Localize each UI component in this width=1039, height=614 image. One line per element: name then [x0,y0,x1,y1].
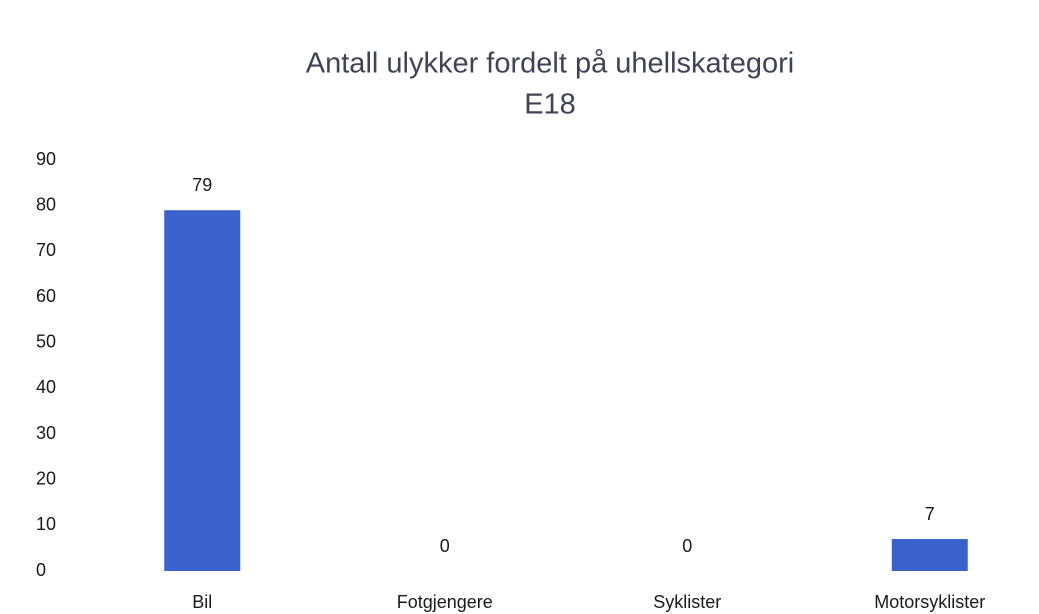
data-label: 79 [192,175,212,195]
y-tick-label: 90 [36,149,56,169]
y-tick-label: 20 [36,468,56,488]
y-tick-label: 10 [36,514,56,534]
chart-subtitle: E18 [524,89,576,121]
bar [164,210,241,571]
y-tick-label: 30 [36,423,56,443]
x-tick-label: Fotgjengere [397,592,493,612]
data-label: 0 [682,536,692,556]
x-tick-label: Bil [192,592,212,612]
data-label: 7 [925,504,935,524]
y-tick-label: 0 [36,560,46,580]
y-tick-label: 70 [36,240,56,260]
y-tick-label: 80 [36,194,56,214]
chart-title: Antall ulykker fordelt på uhellskategori [306,48,794,80]
x-tick-label: Syklister [653,592,721,612]
data-label: 0 [440,536,450,556]
y-tick-label: 50 [36,331,56,351]
y-tick-label: 60 [36,286,56,306]
x-tick-label: Motorsyklister [874,592,985,612]
bar [891,539,968,571]
y-tick-label: 40 [36,377,56,397]
